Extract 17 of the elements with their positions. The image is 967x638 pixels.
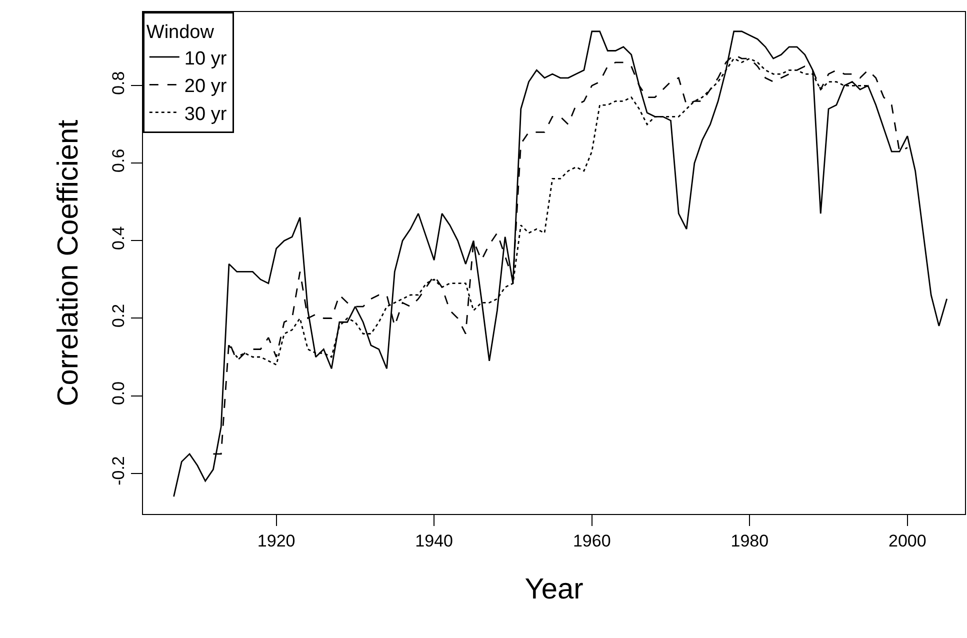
x-tick-label: 1940: [415, 532, 454, 551]
y-tick-label: 0.6: [109, 148, 128, 172]
x-tick-label: 1920: [257, 532, 296, 551]
legend-label: 30 yr: [184, 104, 228, 125]
legend-label: 20 yr: [184, 76, 228, 98]
y-tick-label: 0.2: [109, 304, 128, 328]
x-tick-label: 1980: [730, 532, 769, 551]
legend-label: 10 yr: [184, 48, 228, 70]
y-tick-label: 0.0: [109, 381, 128, 406]
x-tick-label: 2000: [888, 532, 926, 551]
y-axis-title: Correlation Coefficient: [52, 120, 84, 406]
legend-title: Window: [146, 22, 214, 44]
y-tick-label: 0.4: [109, 226, 128, 250]
x-axis-title: Year: [524, 573, 584, 606]
y-tick-label: -0.2: [109, 456, 128, 486]
y-tick-label: 0.8: [109, 71, 128, 95]
x-tick-label: 1960: [572, 532, 611, 551]
